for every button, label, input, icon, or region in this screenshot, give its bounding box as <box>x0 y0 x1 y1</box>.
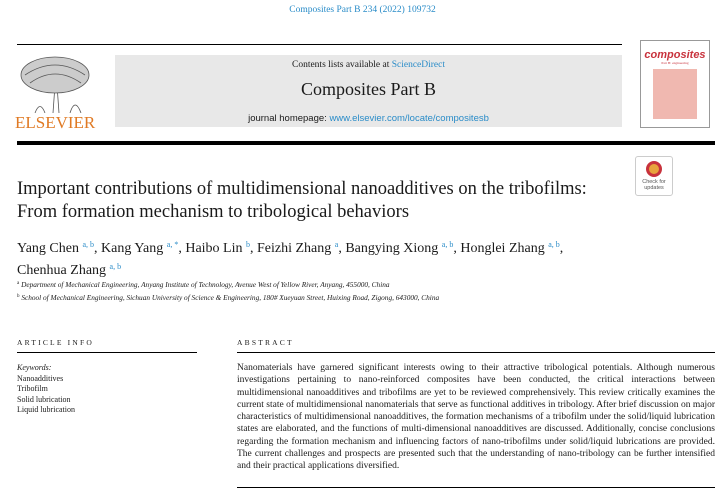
author[interactable]: Bangying Xiong a, b, <box>345 240 461 256</box>
separator: , <box>559 241 564 256</box>
cover-subtitle: Part B: engineering <box>661 61 689 65</box>
separator: , <box>178 241 186 256</box>
keyword: Solid lubrication <box>17 394 71 404</box>
divider <box>17 44 622 45</box>
badge-text: updates <box>644 185 664 191</box>
cover-title: composites <box>644 49 706 61</box>
badge-text: Check for <box>642 179 666 185</box>
homepage-line: journal homepage: www.elsevier.com/locat… <box>115 113 622 124</box>
article-title: Important contributions of multidimensio… <box>17 179 587 222</box>
cover-image <box>653 69 697 119</box>
keywords-label: Keywords: <box>17 363 52 372</box>
divider <box>17 352 197 353</box>
article-info-heading: ARTICLE INFO <box>17 338 94 347</box>
divider <box>237 487 715 488</box>
abstract-text: Nanomaterials have garnered significant … <box>237 363 715 472</box>
contents-text: Contents lists available at <box>291 60 392 70</box>
author[interactable]: Yang Chen a, b, <box>17 240 102 256</box>
divider <box>237 352 715 353</box>
author-name: Haibo Lin <box>185 241 243 256</box>
author-name: Honglei Zhang <box>460 241 545 256</box>
journal-title: Composites Part B <box>300 79 436 99</box>
author-affiliation-mark[interactable]: a, b <box>82 240 95 249</box>
separator: , <box>250 241 257 256</box>
author-name: Yang Chen <box>17 241 79 256</box>
affiliation-b: b School of Mechanical Engineering, Sich… <box>17 293 440 302</box>
contents-line: Contents lists available at ScienceDirec… <box>115 60 622 70</box>
homepage-text: journal homepage: <box>248 113 330 124</box>
keyword: Liquid lubrication <box>17 405 75 414</box>
author[interactable]: Haibo Lin b, <box>185 240 257 256</box>
author-affiliation-mark[interactable]: a <box>334 240 339 249</box>
author-name: Feizhi Zhang <box>257 241 332 256</box>
keywords: Keywords: Nanoadditives Tribofilm Solid … <box>17 363 75 416</box>
separator: , <box>453 241 461 256</box>
abstract-heading: ABSTRACT <box>237 338 294 347</box>
homepage-link[interactable]: www.elsevier.com/locate/compositesb <box>329 113 489 124</box>
journal-banner: Contents lists available at ScienceDirec… <box>115 55 622 127</box>
elsevier-tree-logo <box>15 55 97 132</box>
author-affiliation-mark[interactable]: a, * <box>166 240 179 249</box>
author[interactable]: Feizhi Zhang a, <box>257 240 346 256</box>
author[interactable]: Kang Yang a, *, <box>101 240 186 256</box>
sciencedirect-link[interactable]: ScienceDirect <box>391 60 445 70</box>
author[interactable]: Honglei Zhang a, b, <box>460 240 564 256</box>
keyword: Tribofilm <box>17 384 48 393</box>
separator: , <box>94 241 102 256</box>
citation-link[interactable]: Composites Part B 234 (2022) 109732 <box>289 5 436 15</box>
publisher-name: ELSEVIER <box>15 113 96 132</box>
thick-divider <box>17 141 715 145</box>
author-list: Yang Chen a, b, Kang Yang a, *, Haibo Li… <box>17 236 637 280</box>
update-icon <box>646 161 662 177</box>
author-name: Chenhua Zhang <box>17 263 107 278</box>
separator: , <box>338 241 346 256</box>
keyword: Nanoadditives <box>17 373 64 383</box>
journal-cover[interactable]: composites Part B: engineering <box>640 40 710 128</box>
author-affiliation-mark[interactable]: a, b <box>548 240 560 249</box>
affiliation-a: a Department of Mechanical Engineering, … <box>17 280 390 289</box>
author-name: Bangying Xiong <box>345 241 439 256</box>
check-for-updates-button[interactable]: Check for updates <box>635 156 673 196</box>
author[interactable]: Chenhua Zhang a, b <box>17 262 122 278</box>
author-affiliation-mark[interactable]: a, b <box>441 240 454 249</box>
author-affiliation-mark[interactable]: b <box>246 240 250 249</box>
author-name: Kang Yang <box>101 241 164 256</box>
author-affiliation-mark[interactable]: a, b <box>109 262 122 271</box>
